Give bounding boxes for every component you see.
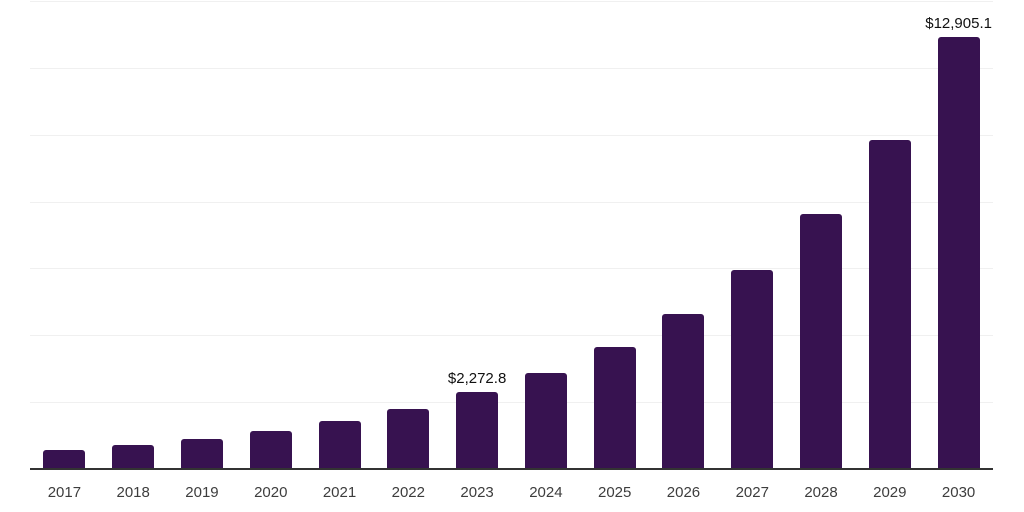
x-axis-line [30,468,993,470]
x-tick-2024: 2024 [529,484,563,501]
gridline-8000 [30,201,993,203]
x-tick-2022: 2022 [391,484,425,501]
bar-2028 [800,213,843,468]
data-label-2023: $2,272.8 [447,370,507,388]
bar-2021 [318,421,361,468]
x-tick-2023: 2023 [460,484,494,501]
x-tick-2029: 2029 [873,484,907,501]
bar-2020 [249,430,292,468]
bar-2018 [112,444,155,468]
bar-2022 [387,408,430,468]
data-label-2030: $12,905.1 [925,14,992,32]
bar-2025 [593,347,636,468]
x-tick-2027: 2027 [735,484,769,501]
plot-area [30,0,993,470]
x-tick-2030: 2030 [941,484,976,501]
bar-2027 [731,270,774,468]
bar-2023 [456,392,499,468]
x-tick-2018: 2018 [116,484,150,501]
gridline-6000 [30,268,993,270]
x-tick-2028: 2028 [804,484,838,501]
gridline-10000 [30,134,993,136]
bar-2029 [868,140,911,468]
x-tick-2017: 2017 [47,484,82,501]
bar-2017 [43,449,86,468]
x-tick-2025: 2025 [597,484,632,501]
gridline-2000 [30,402,993,404]
gridline-4000 [30,335,993,337]
bar-2030 [937,36,980,468]
gridline-14000 [30,1,993,2]
x-tick-2021: 2021 [322,484,357,501]
gridline-12000 [30,67,993,69]
bar-2024 [524,373,567,468]
x-tick-2019: 2019 [185,484,219,501]
bar-2026 [662,314,705,468]
bar-2019 [180,438,223,468]
x-tick-2020: 2020 [254,484,288,501]
x-tick-2026: 2026 [666,484,701,501]
